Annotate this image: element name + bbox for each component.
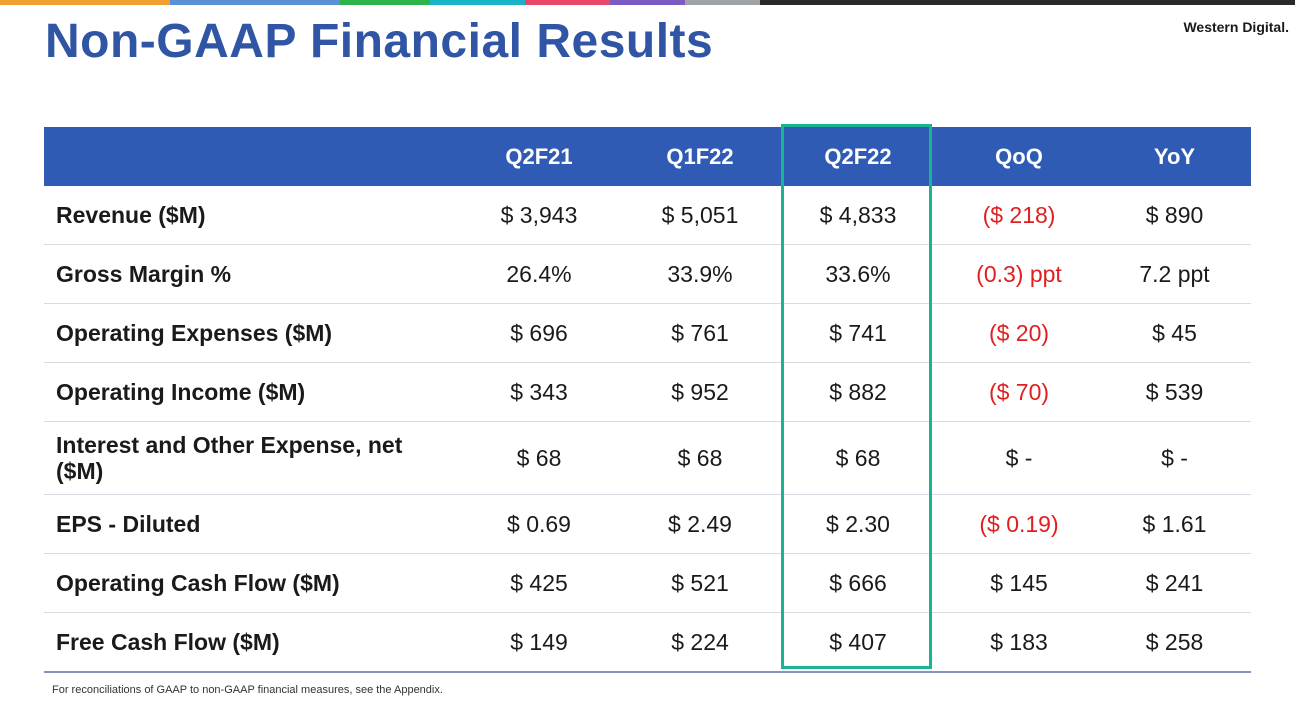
row-label: Gross Margin %: [44, 244, 454, 304]
accent-color-bar: [0, 0, 1295, 5]
table-row-revenue: Revenue ($M) $ 3,943 $ 5,051 $ 4,833 ($ …: [44, 186, 1251, 245]
column-header-q2f22: Q2F22: [824, 143, 892, 169]
cell-q2f22: $ 741: [776, 303, 940, 363]
table-row-operating-expenses: Operating Expenses ($M) $ 696 $ 761 $ 74…: [44, 303, 1251, 363]
accent-segment: [610, 0, 685, 5]
table-row-interest-expense: Interest and Other Expense, net ($M) $ 6…: [44, 421, 1251, 495]
cell-qoq: ($ 218): [940, 186, 1098, 245]
cell-q1f22: $ 5,051: [624, 186, 776, 245]
cell-yoy: $ 241: [1098, 553, 1251, 613]
table-header-row: Q2F21 Q1F22 Q2F22 QoQ YoY: [44, 127, 1251, 186]
cell-yoy: $ 539: [1098, 362, 1251, 422]
accent-segment: [685, 0, 760, 5]
cell-q2f22: $ 4,833: [776, 186, 940, 245]
financial-results-table: Q2F21 Q1F22 Q2F22 QoQ YoY Revenue ($M) $…: [44, 127, 1251, 673]
cell-q1f22: $ 68: [624, 421, 776, 495]
accent-segment: [760, 0, 1295, 5]
cell-q2f21: 26.4%: [454, 244, 624, 304]
cell-q2f21: $ 3,943: [454, 186, 624, 245]
cell-q1f22: $ 761: [624, 303, 776, 363]
cell-q2f22: $ 882: [776, 362, 940, 422]
row-label: Interest and Other Expense, net ($M): [44, 421, 454, 495]
cell-q2f22: $ 407: [776, 612, 940, 673]
table-header-background: [44, 127, 1251, 186]
column-header-q2f21: Q2F21: [505, 143, 573, 169]
row-label: Free Cash Flow ($M): [44, 612, 454, 673]
cell-yoy: $ 890: [1098, 186, 1251, 245]
company-logo: Western Digital.: [1183, 19, 1289, 35]
accent-segment: [0, 0, 170, 5]
cell-q2f21: $ 696: [454, 303, 624, 363]
table-row-operating-cash-flow: Operating Cash Flow ($M) $ 425 $ 521 $ 6…: [44, 553, 1251, 613]
cell-q2f22: $ 666: [776, 553, 940, 613]
cell-q1f22: $ 224: [624, 612, 776, 673]
page-title: Non-GAAP Financial Results: [45, 15, 714, 68]
row-label: Operating Income ($M): [44, 362, 454, 422]
cell-q2f22: $ 68: [776, 421, 940, 495]
row-label: EPS - Diluted: [44, 494, 454, 554]
table-row-operating-income: Operating Income ($M) $ 343 $ 952 $ 882 …: [44, 362, 1251, 422]
cell-qoq: (0.3) ppt: [940, 244, 1098, 304]
table-row-gross-margin: Gross Margin % 26.4% 33.9% 33.6% (0.3) p…: [44, 244, 1251, 304]
cell-q1f22: $ 2.49: [624, 494, 776, 554]
accent-segment: [340, 0, 430, 5]
cell-yoy: $ 258: [1098, 612, 1251, 673]
cell-yoy: $ 1.61: [1098, 494, 1251, 554]
cell-qoq: $ 145: [940, 553, 1098, 613]
cell-yoy: $ -: [1098, 421, 1251, 495]
cell-qoq: ($ 20): [940, 303, 1098, 363]
column-header-qoq: QoQ: [995, 143, 1043, 169]
cell-qoq: $ -: [940, 421, 1098, 495]
header-label-column: [44, 127, 454, 186]
cell-yoy: 7.2 ppt: [1098, 244, 1251, 304]
cell-yoy: $ 45: [1098, 303, 1251, 363]
cell-q1f22: $ 952: [624, 362, 776, 422]
cell-q2f21: $ 343: [454, 362, 624, 422]
cell-q2f22: $ 2.30: [776, 494, 940, 554]
cell-q1f22: 33.9%: [624, 244, 776, 304]
cell-q2f21: $ 0.69: [454, 494, 624, 554]
column-header-q1f22: Q1F22: [666, 143, 734, 169]
cell-q2f22: 33.6%: [776, 244, 940, 304]
cell-q2f21: $ 149: [454, 612, 624, 673]
cell-qoq: ($ 0.19): [940, 494, 1098, 554]
accent-segment: [430, 0, 525, 5]
cell-qoq: ($ 70): [940, 362, 1098, 422]
cell-q1f22: $ 521: [624, 553, 776, 613]
cell-q2f21: $ 425: [454, 553, 624, 613]
table-row-free-cash-flow: Free Cash Flow ($M) $ 149 $ 224 $ 407 $ …: [44, 612, 1251, 673]
footnote: For reconciliations of GAAP to non-GAAP …: [52, 684, 443, 696]
cell-q2f21: $ 68: [454, 421, 624, 495]
row-label: Operating Cash Flow ($M): [44, 553, 454, 613]
column-header-yoy: YoY: [1153, 143, 1196, 169]
accent-segment: [525, 0, 610, 5]
row-label: Revenue ($M): [44, 186, 454, 245]
accent-segment: [170, 0, 340, 5]
row-label: Operating Expenses ($M): [44, 303, 454, 363]
cell-qoq: $ 183: [940, 612, 1098, 673]
table-row-eps-diluted: EPS - Diluted $ 0.69 $ 2.49 $ 2.30 ($ 0.…: [44, 494, 1251, 554]
